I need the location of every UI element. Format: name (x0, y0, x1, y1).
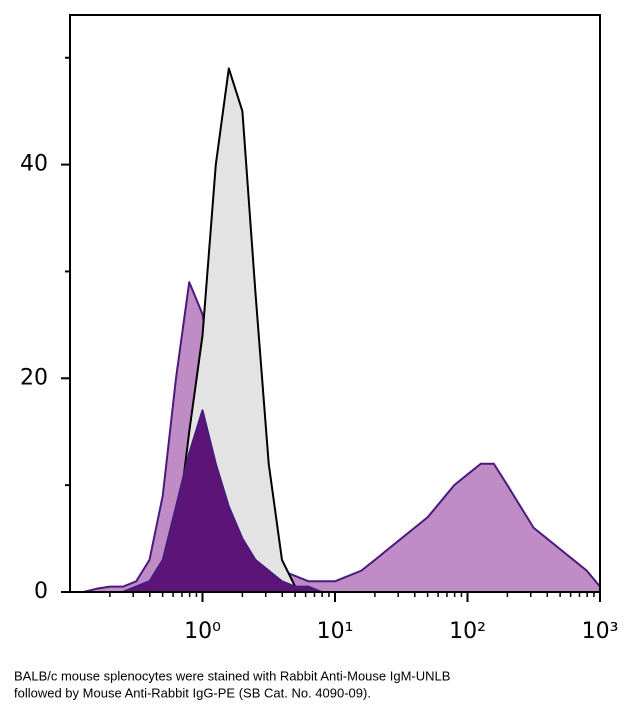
x-tick-label: 10³ (582, 619, 619, 644)
plot-frame (69, 14, 601, 593)
caption-line: BALB/c mouse splenocytes were stained wi… (14, 668, 450, 683)
x-tick-label: 10⁰ (184, 619, 221, 644)
x-tick-label: 10¹ (317, 619, 354, 644)
caption-line: followed by Mouse Anti-Rabbit IgG-PE (SB… (14, 685, 371, 700)
histogram (69, 281, 601, 593)
y-tick-label: 40 (20, 152, 48, 177)
y-tick-label: 20 (20, 365, 48, 390)
x-tick-label: 10² (449, 619, 486, 644)
y-tick-label: 0 (34, 579, 48, 604)
